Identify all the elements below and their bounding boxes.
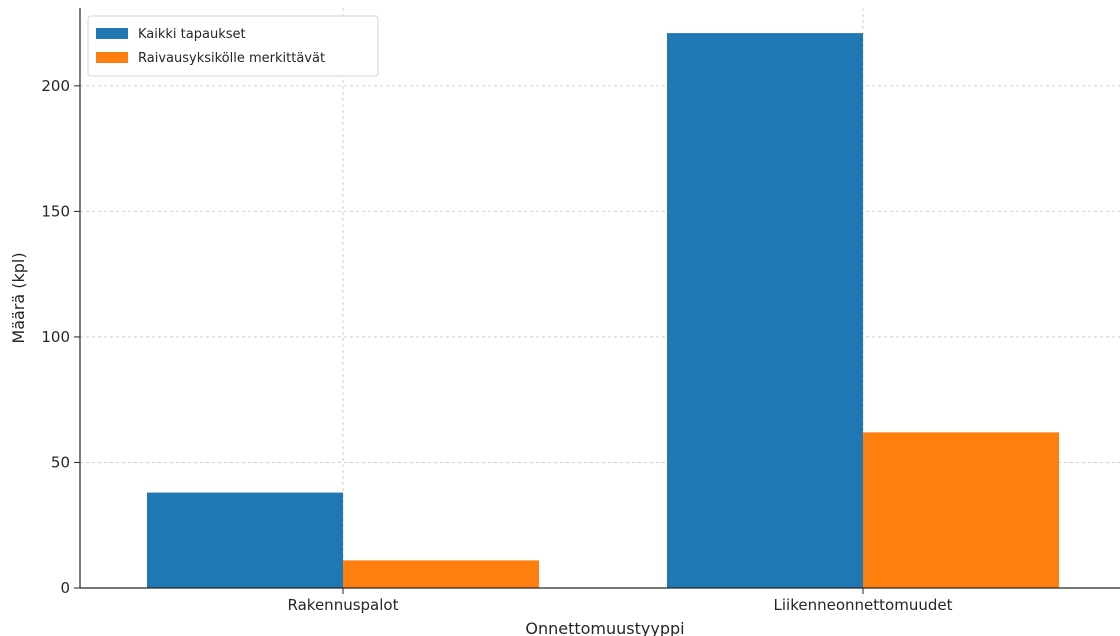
- legend-label: Kaikki tapaukset: [138, 27, 246, 42]
- bar: [667, 33, 863, 589]
- x-ticks: Rakennuspalot Liikenneonnettomuudet: [288, 588, 953, 614]
- axes: [79, 8, 1120, 589]
- y-tick-label: 150: [41, 202, 70, 220]
- y-axis-title: Määrä (kpl): [9, 252, 28, 343]
- y-tick-label: 200: [41, 77, 70, 95]
- y-tick-label: 100: [41, 328, 70, 346]
- legend-label: Raivausyksikölle merkittävät: [138, 51, 325, 66]
- x-tick-label: Liikenneonnettomuudet: [774, 596, 953, 614]
- bar: [343, 560, 539, 588]
- legend-box: [87, 15, 379, 77]
- bar: [147, 492, 343, 588]
- y-ticks: 0 50 100 150 200: [41, 77, 80, 597]
- bars: [147, 33, 1059, 589]
- bar: [863, 432, 1059, 588]
- x-tick-label: Rakennuspalot: [288, 596, 399, 614]
- legend-swatch: [96, 52, 128, 63]
- x-axis-title: Onnettomuustyyppi: [525, 619, 684, 636]
- legend: Kaikki tapaukset Raivausyksikölle merkitt…: [87, 15, 379, 77]
- y-tick-label: 50: [51, 453, 70, 471]
- y-tick-label: 0: [60, 579, 70, 597]
- legend-swatch: [96, 28, 128, 39]
